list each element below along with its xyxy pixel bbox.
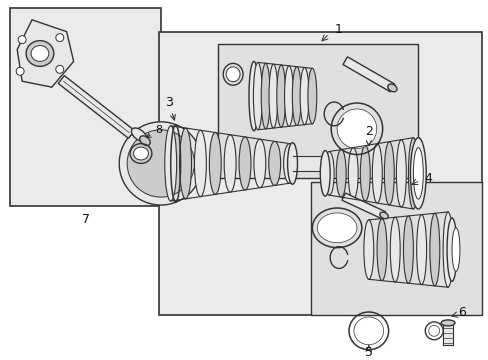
Polygon shape: [159, 32, 481, 315]
Ellipse shape: [371, 144, 382, 203]
Circle shape: [56, 34, 63, 42]
Ellipse shape: [209, 132, 221, 194]
Ellipse shape: [360, 145, 369, 201]
Text: 7: 7: [81, 213, 89, 226]
Polygon shape: [311, 182, 481, 315]
Ellipse shape: [317, 213, 356, 243]
Ellipse shape: [363, 220, 373, 279]
Circle shape: [127, 130, 194, 197]
Text: 6: 6: [457, 306, 465, 319]
Circle shape: [56, 66, 63, 73]
Circle shape: [119, 122, 202, 205]
Ellipse shape: [26, 41, 54, 66]
Ellipse shape: [287, 143, 297, 184]
Ellipse shape: [140, 136, 150, 145]
Ellipse shape: [292, 67, 301, 126]
Circle shape: [336, 109, 376, 149]
Text: 3: 3: [164, 95, 175, 120]
Ellipse shape: [268, 64, 277, 128]
Text: 2: 2: [364, 125, 372, 145]
Ellipse shape: [268, 141, 280, 185]
Text: 5: 5: [364, 346, 372, 359]
Ellipse shape: [179, 128, 191, 199]
Ellipse shape: [409, 138, 426, 209]
Circle shape: [18, 36, 26, 44]
Ellipse shape: [164, 126, 176, 201]
Text: 1: 1: [334, 23, 342, 36]
Text: 4: 4: [424, 172, 431, 185]
Ellipse shape: [403, 216, 412, 283]
Ellipse shape: [283, 144, 295, 183]
Polygon shape: [58, 76, 134, 138]
Polygon shape: [10, 8, 161, 206]
Ellipse shape: [224, 135, 236, 192]
Ellipse shape: [412, 148, 423, 199]
Ellipse shape: [300, 67, 308, 125]
Ellipse shape: [379, 212, 387, 219]
Ellipse shape: [248, 62, 258, 131]
Ellipse shape: [133, 147, 148, 160]
Polygon shape: [342, 57, 394, 92]
Ellipse shape: [376, 219, 386, 281]
Ellipse shape: [451, 228, 459, 271]
Ellipse shape: [261, 63, 269, 129]
Polygon shape: [17, 20, 74, 87]
Ellipse shape: [253, 62, 262, 130]
Ellipse shape: [442, 212, 452, 287]
Circle shape: [16, 67, 24, 75]
Ellipse shape: [320, 150, 329, 196]
Polygon shape: [218, 44, 417, 178]
Ellipse shape: [440, 320, 454, 326]
Ellipse shape: [194, 130, 206, 197]
Ellipse shape: [226, 67, 240, 82]
Ellipse shape: [429, 213, 439, 286]
Ellipse shape: [384, 141, 393, 205]
Ellipse shape: [284, 66, 293, 126]
Ellipse shape: [347, 148, 358, 199]
Ellipse shape: [307, 68, 316, 124]
Ellipse shape: [276, 65, 285, 127]
Ellipse shape: [396, 140, 406, 207]
Ellipse shape: [389, 217, 399, 282]
Text: 8: 8: [146, 125, 162, 138]
Ellipse shape: [387, 84, 396, 92]
Ellipse shape: [253, 139, 265, 188]
Ellipse shape: [416, 215, 426, 285]
Ellipse shape: [336, 149, 346, 197]
Ellipse shape: [239, 137, 250, 190]
Ellipse shape: [131, 128, 146, 141]
Ellipse shape: [31, 46, 49, 62]
Ellipse shape: [407, 138, 417, 209]
Ellipse shape: [428, 325, 439, 336]
Ellipse shape: [353, 317, 383, 345]
Polygon shape: [341, 193, 385, 219]
Ellipse shape: [324, 152, 333, 195]
Ellipse shape: [446, 218, 456, 281]
